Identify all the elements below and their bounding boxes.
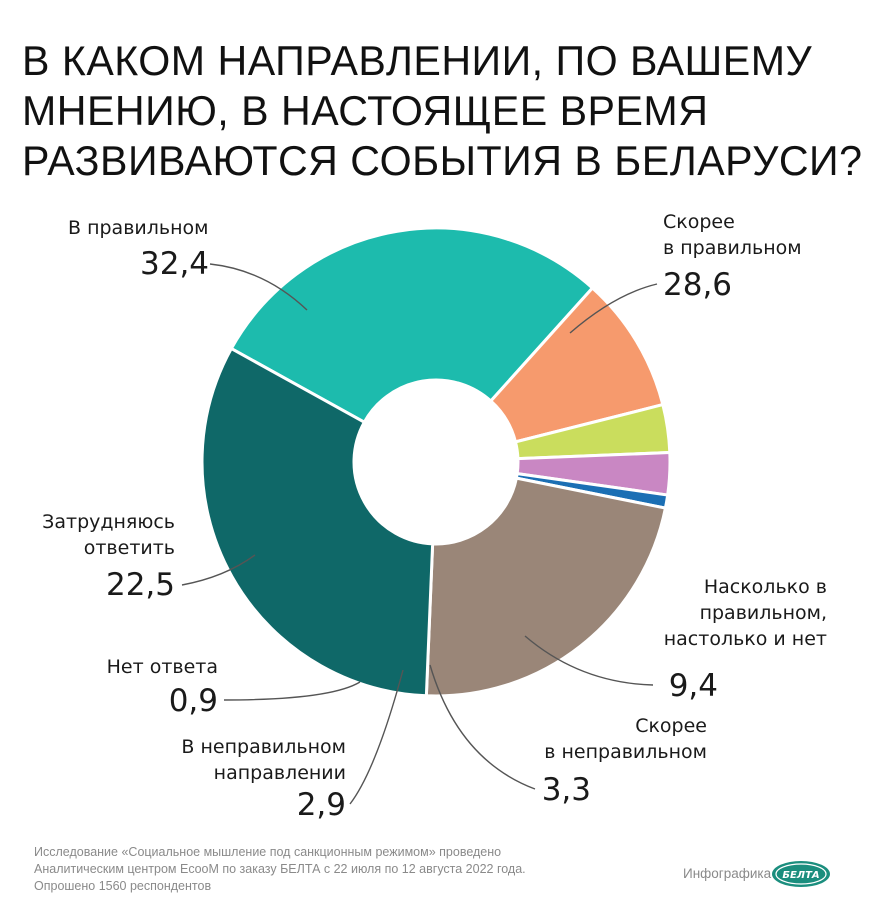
slice-label-в-неправильном-направлении-line-2: направлении: [214, 762, 346, 784]
slice-label-в-правильном-line-1: В правильном: [68, 217, 208, 239]
slice-label-скорее-в-правильном-line-1: Скорее: [663, 211, 735, 233]
slice-label-затрудняюсь-ответить-line-1: Затрудняюсь: [42, 511, 175, 533]
leader-lines-group: [181, 263, 658, 805]
leader-line-в-неправильном-направлении: [349, 669, 404, 805]
title-line-3: РАЗВИВАЮТСЯ СОБЫТИЯ В БЕЛАРУСИ?: [22, 137, 863, 184]
slice-value-скорее-в-правильном: 28,6: [663, 267, 732, 303]
slice-value-в-неправильном-направлении: 2,9: [297, 787, 346, 823]
slice-скорее-в-правильном: [229, 226, 594, 424]
leader-line-в-правильном: [209, 263, 308, 311]
slice-label-затрудняюсь-ответить-line-2: ответить: [84, 537, 175, 559]
title-line-1: В КАКОМ НАПРАВЛЕНИИ, ПО ВАШЕМУ: [22, 37, 813, 84]
slice-label-нет-ответа-line-1: Нет ответа: [107, 656, 218, 678]
leader-line-нет-ответа: [223, 681, 361, 701]
svg-text:БЕЛТА: БЕЛТА: [782, 870, 819, 881]
slice-затрудняюсь-ответить: [424, 476, 667, 698]
leader-line-скорее-в-неправильном: [429, 664, 536, 790]
slice-в-правильном: [200, 347, 435, 698]
slice-label-насколько-в-правильном-настолько-и-нет-line-2: правильном,: [700, 602, 827, 624]
slice-label-в-неправильном-направлении-line-1: В неправильном: [181, 736, 346, 758]
credit-text: Инфографика: [683, 866, 772, 881]
slice-label-скорее-в-правильном-line-2: в правильном: [663, 237, 802, 259]
footnote: Исследование «Социальное мышление под са…: [34, 844, 594, 895]
leader-line-скорее-в-правильном: [569, 283, 658, 334]
footnote-line-1: Исследование «Социальное мышление под са…: [34, 845, 502, 859]
leader-line-затрудняюсь-ответить: [181, 554, 256, 586]
slice-value-в-правильном: 32,4: [140, 246, 209, 282]
slices-group: [200, 226, 672, 698]
slice-value-затрудняюсь-ответить: 22,5: [106, 567, 175, 603]
belta-logo-icon: БЕЛТА: [772, 861, 830, 887]
footnote-line-3: Опрошено 1560 респондентов: [34, 879, 212, 893]
leader-line-насколько-в-правильном-настолько-и-нет: [524, 635, 654, 686]
slice-label-скорее-в-неправильном-line-2: в неправильном: [544, 741, 707, 763]
slice-label-скорее-в-неправильном-line-1: Скорее: [635, 715, 707, 737]
slice-value-насколько-в-правильном-настолько-и-нет: 9,4: [669, 668, 718, 704]
slice-value-нет-ответа: 0,9: [169, 683, 218, 719]
chart-title: В КАКОМ НАПРАВЛЕНИИ, ПО ВАШЕМУ МНЕНИЮ, В…: [22, 36, 863, 186]
slice-label-насколько-в-правильном-настолько-и-нет-line-1: Насколько в: [704, 576, 827, 598]
labels-group: Скорее в правильном 28,6 Насколько в правиль…: [42, 211, 827, 823]
footnote-line-2: Аналитическим центром EcooM по заказу БЕ…: [34, 862, 526, 876]
slice-value-скорее-в-неправильном: 3,3: [542, 772, 591, 808]
slice-label-насколько-в-правильном-настолько-и-нет-line-3: настолько и нет: [664, 628, 827, 650]
title-line-2: МНЕНИЮ, В НАСТОЯЩЕЕ ВРЕМЯ: [22, 87, 709, 134]
